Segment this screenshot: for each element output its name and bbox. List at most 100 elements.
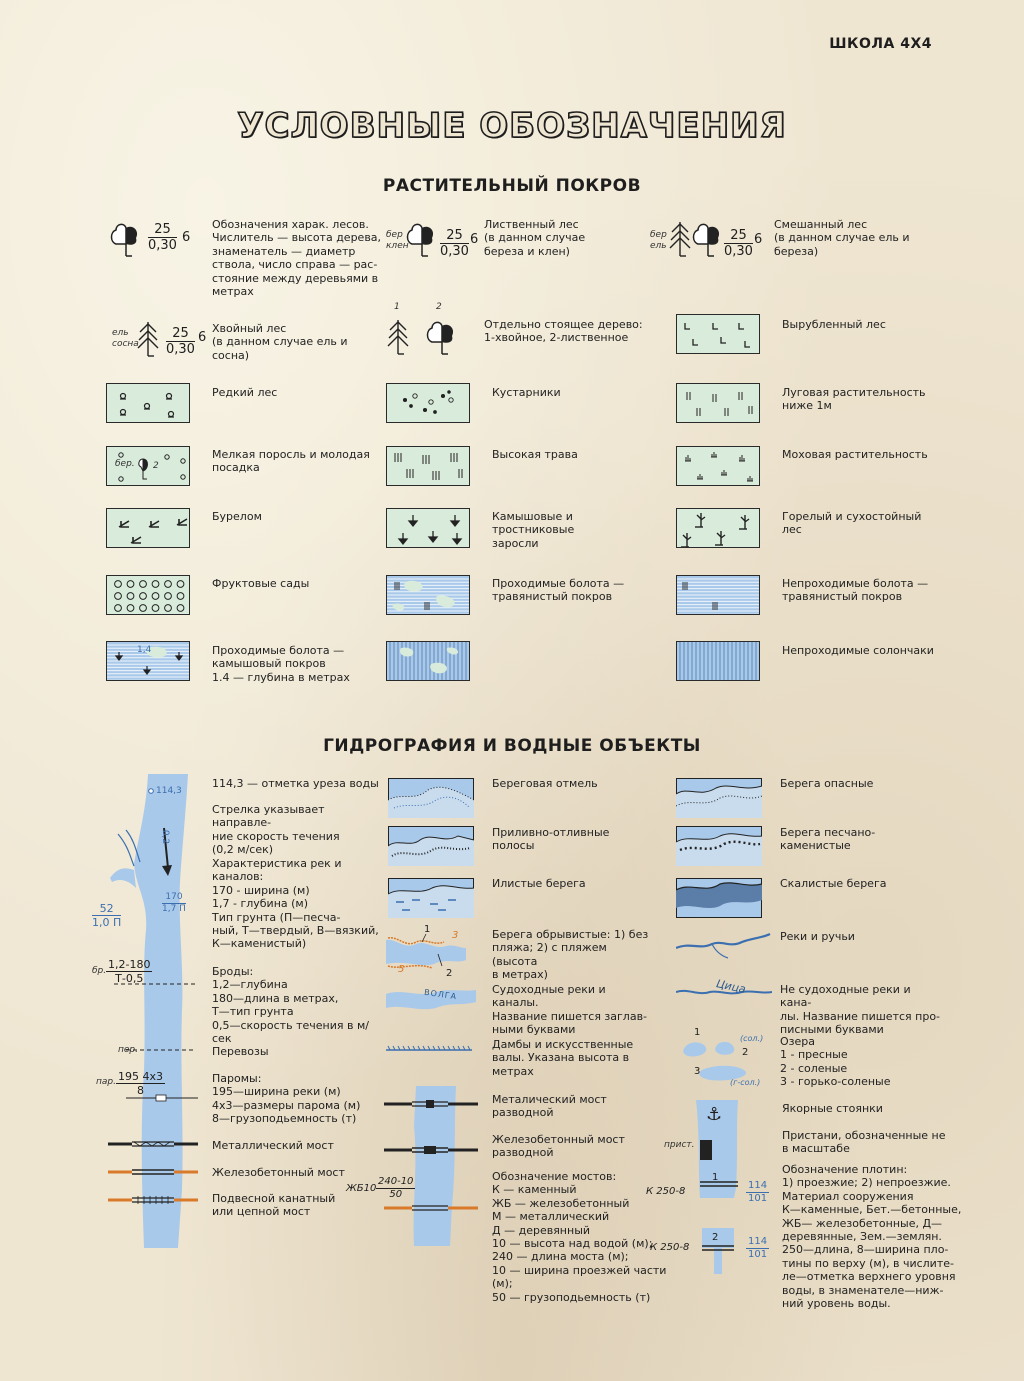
impassable-swamp-grass-desc: Непроходимые болота — травянистый покров <box>782 577 929 604</box>
orchards-desc: Фруктовые сады <box>212 577 310 590</box>
tall-grass-swatch <box>386 446 470 486</box>
cut-forest-desc: Вырубленный лес <box>782 318 886 331</box>
swamp-vertical-swatch <box>386 641 470 681</box>
burnt-forest-desc: Горелый и сухостойный лес <box>782 510 922 537</box>
windfall-desc: Бурелом <box>212 510 262 523</box>
anchor-icon: ⚓ <box>706 1104 723 1125</box>
fraction-numerator: 240-10 <box>376 1176 416 1189</box>
deciduous-label-1: бер <box>386 230 403 240</box>
navigable-desc: Судоходные реки и каналы. Название пишет… <box>492 983 648 1037</box>
meadow-swatch <box>676 383 760 423</box>
river-elevation-label: 114,3 <box>156 786 182 796</box>
nonnavigable-desc: Не судоходные реки и кана- лы. Название … <box>780 983 941 1037</box>
dam2-fraction: 114 101 <box>746 1236 770 1261</box>
young-growth-label: бер. <box>115 459 135 469</box>
young-growth-swatch: бер. 2 <box>106 446 190 486</box>
rc-bridge-symbol <box>108 1169 198 1175</box>
lake-gsol-label: (г-сол.) <box>730 1078 761 1087</box>
windfall-swatch <box>106 508 190 548</box>
brand-label: ШКОЛА 4Х4 <box>829 36 932 52</box>
shoal-desc: Береговая отмель <box>492 777 598 790</box>
streams-desc: Реки и ручьи <box>780 930 855 943</box>
cliff-shore-symbol <box>386 933 466 969</box>
navigable-river-symbol <box>386 990 476 1010</box>
tidal-desc: Приливно-отливные полосы <box>492 826 610 853</box>
ferry2-desc: Паромы: 195—ширина реки (м) 4х3—размеры … <box>212 1072 361 1126</box>
swamp-depth-label: 1,4 <box>137 645 152 655</box>
bridge-code-fraction: 240-10 50 <box>376 1176 416 1201</box>
fraction-numerator: 25 <box>724 228 753 244</box>
streams-symbol <box>676 933 771 959</box>
moss-swatch <box>676 446 760 486</box>
river-char-desc: Характеристика рек и каналов: 170 - шири… <box>212 857 379 951</box>
silt-desc: Илистые берега <box>492 877 586 890</box>
mixed-spacing: 6 <box>754 232 763 247</box>
sandy-stony-swatch <box>676 826 762 866</box>
young-growth-num: 2 <box>153 461 159 471</box>
silt-swatch <box>388 878 474 918</box>
ford-desc: Броды: 1,2—глубина 180—длина в метрах, Т… <box>212 965 369 1046</box>
deciduous-tree-icon <box>692 223 720 257</box>
anchorage-desc: Якорные стоянки <box>782 1102 883 1115</box>
fraction-denominator: 101 <box>748 1249 768 1260</box>
tall-grass-desc: Высокая трава <box>492 448 578 461</box>
passable-swamp-grass-swatch <box>386 575 470 615</box>
passable-swamp-reed-swatch: 1,4 <box>106 641 190 681</box>
fraction-numerator: 170 <box>162 892 186 904</box>
salt-marsh-swatch <box>676 641 760 681</box>
pier-icon <box>700 1140 712 1160</box>
pier-label: прист. <box>664 1140 695 1150</box>
suspension-bridge-symbol <box>108 1196 198 1204</box>
impassable-swamp-grass-swatch <box>676 575 760 615</box>
reeds-swatch <box>386 508 470 548</box>
rc-drawbridge-symbol <box>384 1146 478 1154</box>
fraction-numerator: 1,2-180 <box>106 958 153 972</box>
dam2-code: К 250-8 <box>650 1242 690 1253</box>
river-bridges <box>108 1141 198 1204</box>
drawbridge-river <box>384 1086 478 1246</box>
deciduous-tree-icon <box>426 321 454 355</box>
young-growth-desc: Мелкая поросль и молодая посадка <box>212 448 370 475</box>
cliff-label-c: 3 <box>452 930 459 941</box>
lake-label-3: 3 <box>694 1066 701 1077</box>
fraction-denominator: 1,7 П <box>162 904 186 914</box>
pier-river <box>696 1100 738 1274</box>
fraction-denominator: 101 <box>748 1193 768 1204</box>
dam-codes-desc: Обозначение плотин: 1) проезжие; 2) непр… <box>782 1163 962 1311</box>
rc-drawbridge-desc: Железобетонный мост разводной <box>492 1133 625 1160</box>
bridge-code-symbol <box>384 1205 478 1211</box>
dangerous-shore-desc: Берега опасные <box>780 777 874 790</box>
conifer-label-1: ель <box>112 328 129 338</box>
passable-swamp-grass-desc: Проходимые болота — травянистый покров <box>492 577 625 604</box>
fraction-numerator: 52 <box>92 902 122 916</box>
lake-label-2: 2 <box>742 1047 749 1058</box>
mixed-label-1: бер <box>650 230 667 240</box>
single-tree-desc: Отдельно стоящее дерево: 1-хвойное, 2-ли… <box>484 318 643 345</box>
fraction-denominator: 50 <box>389 1189 403 1200</box>
ford-fraction: 1,2-180 Т-0,5 <box>106 958 153 985</box>
fraction-denominator: 0,30 <box>166 342 195 357</box>
fraction-numerator: 25 <box>440 228 469 244</box>
shoal-swatch <box>388 778 474 818</box>
sparse-forest-swatch <box>106 383 190 423</box>
cliff-label-a: 1 <box>424 924 431 935</box>
deciduous-tree-icon <box>406 223 434 257</box>
fraction-numerator: 25 <box>148 222 177 238</box>
shrubs-desc: Кустарники <box>492 386 561 399</box>
river-speed-label: 0,2 <box>160 829 171 845</box>
ford-prefix: бр. <box>92 966 107 976</box>
fraction-numerator: 25 <box>166 326 195 342</box>
conifer-label-2: сосна <box>112 339 139 349</box>
orchards-swatch <box>106 575 190 615</box>
forest-char-fraction: 25 0,30 <box>148 222 177 253</box>
fraction-denominator: Т-0,5 <box>115 972 144 985</box>
lake-label-1: 1 <box>694 1027 701 1038</box>
conifer-desc: Хвойный лес (в данном случае ель и сосна… <box>212 322 348 362</box>
conifer-fraction: 25 0,30 <box>166 326 195 357</box>
rocky-shore-swatch <box>676 878 762 918</box>
river-diagram <box>110 774 198 1248</box>
mixed-fraction: 25 0,30 <box>724 228 753 259</box>
fraction-numerator: 114 <box>746 1180 770 1193</box>
cliff-label-b: 2 <box>446 968 453 979</box>
ferry2-prefix: пар. <box>96 1077 116 1087</box>
